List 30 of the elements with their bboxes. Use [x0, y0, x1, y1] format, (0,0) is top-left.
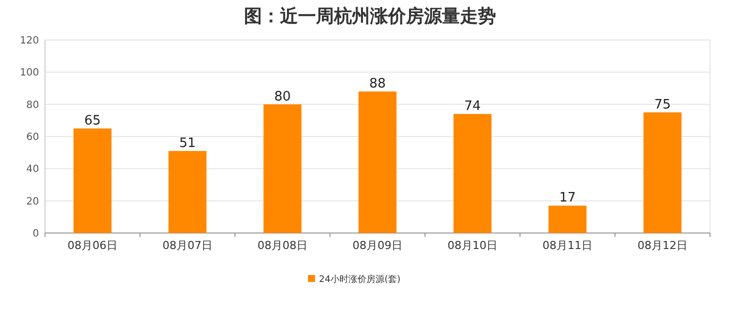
- y-tick-label: 40: [26, 164, 39, 176]
- x-tick-label: 08月06日: [68, 239, 118, 252]
- x-tick-label: 08月11日: [542, 239, 592, 252]
- bar: [264, 104, 302, 233]
- x-tick-label: 08月08日: [258, 239, 308, 252]
- bar: [644, 112, 682, 233]
- x-tick-label: 08月10日: [448, 239, 498, 252]
- data-label: 75: [654, 97, 671, 112]
- data-label: 51: [179, 136, 196, 151]
- x-tick-label: 08月12日: [638, 239, 688, 252]
- y-tick-label: 20: [26, 196, 39, 208]
- bar: [358, 91, 396, 233]
- bar: [548, 206, 586, 233]
- y-tick-label: 120: [20, 36, 39, 46]
- y-tick-label: 100: [20, 68, 39, 79]
- data-label: 88: [369, 76, 386, 92]
- data-label: 80: [274, 89, 291, 104]
- data-label: 17: [559, 190, 576, 206]
- y-tick-label: 80: [26, 100, 39, 111]
- data-label: 74: [464, 98, 481, 114]
- x-tick-label: 08月07日: [162, 239, 212, 252]
- bar: [74, 128, 112, 233]
- chart-title: 图：近一周杭州涨价房源量走势: [244, 6, 496, 27]
- data-label: 65: [84, 113, 101, 128]
- legend-label: 24小时涨价房源(套): [319, 274, 400, 285]
- y-tick-label: 60: [26, 132, 39, 143]
- bar: [454, 114, 492, 233]
- bar: [168, 150, 206, 233]
- y-tick-label: 0: [32, 228, 39, 240]
- x-tick-label: 08月09日: [352, 239, 402, 252]
